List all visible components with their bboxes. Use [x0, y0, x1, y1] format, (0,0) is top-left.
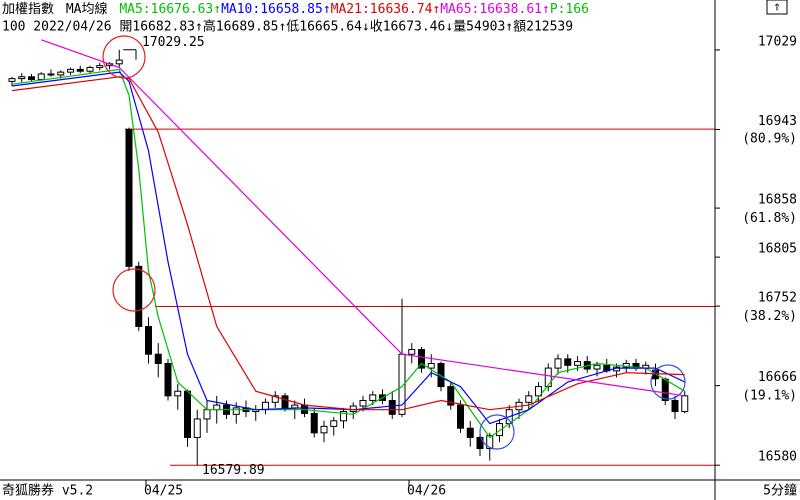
candle-body	[291, 404, 299, 409]
candle-body	[349, 405, 357, 413]
candle-body	[447, 386, 455, 406]
candle-body	[359, 399, 367, 407]
candle-body	[164, 362, 172, 397]
candle-body	[145, 325, 152, 355]
candle-body	[262, 401, 269, 411]
candle-body	[18, 76, 26, 80]
candle-body	[466, 427, 474, 438]
candle-body	[271, 395, 279, 403]
candle-body	[369, 394, 377, 401]
candle-body	[310, 412, 318, 434]
y-tick-label: 16752	[758, 291, 797, 306]
low-label: 16579.89	[202, 463, 265, 478]
candle-body	[681, 395, 689, 413]
x-tick-label: 04/25	[144, 484, 183, 499]
candle-body	[388, 399, 396, 415]
candle-body	[203, 409, 211, 420]
y-tick-label: 16580	[758, 450, 797, 465]
candle-body	[622, 362, 630, 368]
candle-body	[593, 364, 601, 370]
ma-line	[11, 76, 685, 411]
candle-body	[281, 395, 289, 409]
candle-body	[496, 423, 503, 437]
candle-body	[408, 349, 416, 355]
legend-entry: MA5:16676.63↑	[119, 2, 221, 17]
footer: 奇狐勝券 v5.2	[2, 483, 93, 499]
candle-body	[174, 390, 182, 397]
candle-body	[535, 386, 542, 397]
candle-body	[427, 362, 435, 369]
candle-body	[8, 78, 16, 82]
candle-body	[671, 399, 679, 413]
candle-body	[193, 418, 201, 438]
fib-label: (19.1%)	[742, 388, 797, 403]
x-tick-label: 04/26	[407, 484, 446, 499]
candle-body	[457, 404, 464, 429]
candle-body	[125, 128, 133, 267]
candle-body	[340, 411, 347, 422]
period: 5分鐘	[763, 483, 797, 499]
legend-entry: MA65:16638.61↑	[440, 2, 550, 17]
candle-body	[486, 435, 494, 450]
legend-entry: MA10:16658.85↑	[221, 2, 331, 17]
candle-body	[476, 436, 484, 450]
scroll-icon[interactable]: ⇑	[773, 0, 781, 15]
indicator: MA均線	[66, 1, 108, 17]
y-tick-label: 16805	[758, 242, 797, 257]
legend-entry: MA21:16636.74↑	[331, 2, 441, 17]
y-tick-label: 16666	[758, 370, 797, 385]
highlight-circle	[650, 364, 686, 400]
candle-body	[418, 349, 425, 369]
candle-body	[213, 404, 221, 411]
candle-body	[86, 67, 94, 72]
candle-body	[57, 71, 65, 76]
candle-body	[37, 73, 45, 81]
header-line: 加權指數 MA均線 MA5:16676.63↑MA10:16658.85↑MA2…	[2, 1, 589, 17]
highlight-circle	[112, 268, 156, 312]
ma-line	[11, 68, 686, 439]
plot-area	[8, 39, 715, 466]
y-tick-label: 17029	[758, 34, 797, 49]
candle-body	[554, 358, 562, 369]
y-tick-label: 16943	[758, 114, 797, 129]
candle-body	[76, 68, 84, 72]
highlight-circle	[102, 35, 146, 79]
scroll-button[interactable]	[766, 0, 788, 15]
candle-body	[661, 378, 669, 401]
candle-body	[135, 265, 143, 327]
candle-body	[564, 358, 572, 366]
candle-body	[525, 395, 533, 403]
candle-body	[437, 362, 445, 388]
candle-body	[154, 353, 162, 364]
candle-body	[574, 361, 581, 366]
info-line: 100 2022/04/26 開16682.83↑高16689.85↑低1666…	[2, 19, 573, 35]
high-label: 17029.25	[142, 35, 205, 50]
candle-body	[96, 65, 104, 69]
candle-body	[184, 390, 191, 438]
index-name: 加權指數	[2, 2, 54, 17]
candle-body	[28, 76, 35, 81]
candle-body	[544, 367, 552, 388]
candle-body	[320, 425, 328, 434]
extra-indicator: P:166	[550, 2, 589, 17]
y-tick-label: 16858	[758, 193, 797, 208]
fib-label: (61.8%)	[742, 211, 797, 226]
candle-body	[47, 73, 55, 76]
ma-line	[41, 39, 685, 397]
highlight-circle	[479, 414, 515, 450]
fib-label: (38.2%)	[742, 309, 797, 324]
candle-body	[330, 420, 338, 427]
high-marker	[123, 49, 137, 60]
candle-body	[232, 407, 240, 415]
fib-label: (80.9%)	[742, 132, 797, 147]
candle-body	[115, 59, 123, 65]
candle-body	[67, 68, 74, 73]
